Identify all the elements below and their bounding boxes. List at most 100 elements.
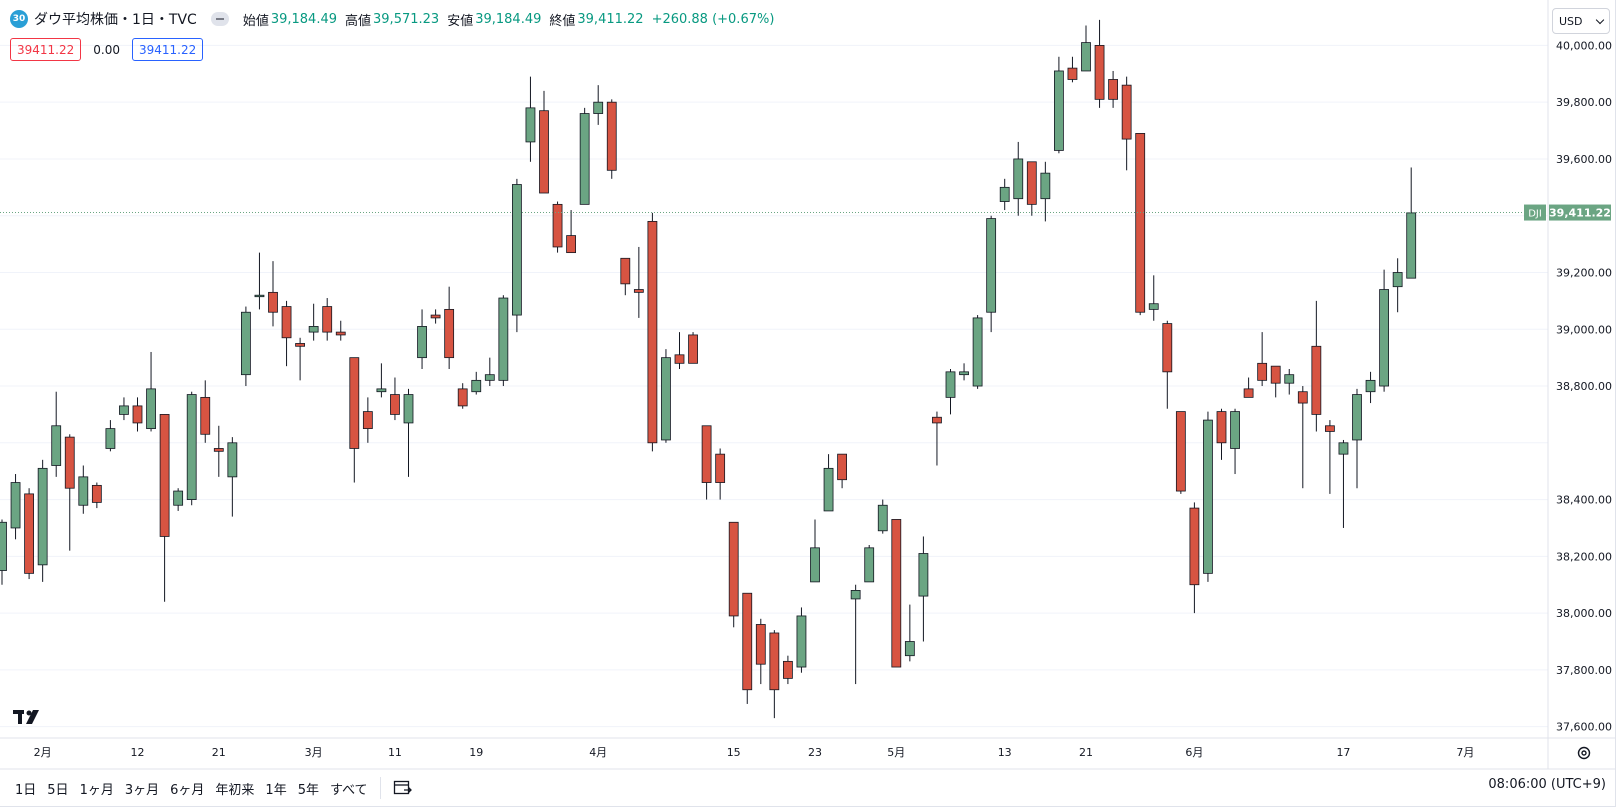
- candle-body: [1135, 133, 1146, 313]
- x-tick-label: 19: [469, 746, 483, 759]
- range-5y-button[interactable]: 5年: [297, 782, 319, 798]
- candle: [119, 397, 129, 421]
- currency-select[interactable]: USD: [1552, 8, 1610, 34]
- candle: [64, 434, 75, 551]
- range-ytd-button[interactable]: 年初来: [215, 782, 255, 798]
- candle: [471, 371, 482, 395]
- candle-body: [37, 467, 48, 566]
- candle: [1067, 56, 1078, 83]
- candle: [633, 246, 644, 318]
- range-6m-button[interactable]: 6ヶ月: [170, 782, 205, 798]
- candle: [1216, 408, 1227, 460]
- candle: [322, 298, 333, 341]
- candle: [512, 178, 522, 333]
- candle: [105, 420, 116, 452]
- range-1y-button[interactable]: 1年: [265, 782, 287, 798]
- symbol-title[interactable]: ダウ平均株価・1日・TVC: [34, 12, 197, 28]
- x-tick-label: 23: [808, 746, 822, 759]
- candle-body: [593, 101, 604, 114]
- tradingview-logo-icon[interactable]: [13, 710, 43, 730]
- clock-readout[interactable]: 08:06:00 (UTC+9): [1488, 777, 1606, 792]
- range-1d-button[interactable]: 1日: [15, 782, 37, 798]
- gear-icon[interactable]: [1573, 742, 1595, 764]
- left-value-box[interactable]: 39411.22: [10, 38, 82, 61]
- x-tick-label: 5月: [887, 746, 905, 759]
- candle-body: [769, 632, 780, 691]
- candle: [1406, 167, 1417, 279]
- candle-body: [1175, 411, 1186, 492]
- candle-body: [999, 186, 1010, 202]
- candle: [186, 391, 197, 506]
- candle: [945, 369, 956, 415]
- candle: [417, 309, 427, 369]
- middle-value: 0.00: [93, 42, 120, 57]
- range-all-button[interactable]: すべて: [329, 782, 368, 798]
- candle-body: [146, 388, 156, 430]
- y-tick-label: 39,200.00: [1556, 266, 1612, 279]
- candle: [877, 499, 888, 534]
- candle: [742, 592, 753, 704]
- candle: [1108, 70, 1118, 108]
- y-tick-label: 40,000.00: [1556, 39, 1612, 52]
- candle-body: [904, 641, 915, 657]
- candle-body: [1203, 419, 1213, 574]
- candle: [796, 607, 807, 673]
- candle-body: [661, 357, 671, 441]
- candle: [349, 357, 360, 483]
- candle-body: [864, 547, 875, 583]
- candle-body: [1284, 374, 1295, 384]
- open-value: 39,184.49: [270, 11, 337, 27]
- candle-body: [850, 590, 861, 600]
- candle-body: [1121, 84, 1132, 140]
- close-value: 39,411.22: [577, 11, 644, 27]
- symbol-legend: 30 ダウ平均株価・1日・TVC 始値 39,184.49 高値 39,571.…: [10, 9, 780, 29]
- candle-body: [512, 184, 522, 316]
- candle: [213, 425, 224, 477]
- last-price-tag: [1549, 204, 1611, 221]
- candle: [1189, 502, 1200, 614]
- change-value: +260.88 (+0.67%): [651, 11, 775, 27]
- candle-body: [362, 411, 373, 430]
- candle: [51, 391, 62, 477]
- range-5d-button[interactable]: 5日: [47, 782, 69, 798]
- candle: [1203, 411, 1213, 582]
- x-tick-label: 21: [212, 746, 226, 759]
- candle: [986, 215, 997, 333]
- candle-body: [417, 326, 427, 359]
- range-3m-button[interactable]: 3ヶ月: [124, 782, 160, 798]
- candle-body: [159, 414, 170, 537]
- symbol-tag-label: DJI: [1528, 209, 1542, 220]
- x-tick-label: 13: [998, 746, 1012, 759]
- candle-body: [674, 354, 685, 364]
- candle-body: [1013, 158, 1024, 200]
- x-tick-label: 2月: [34, 746, 52, 759]
- candle-body: [1338, 442, 1349, 455]
- candle-body: [91, 484, 102, 503]
- candle-body: [647, 220, 658, 444]
- candle-body: [240, 311, 251, 376]
- candle-body: [1054, 70, 1064, 151]
- candle-body: [1067, 67, 1078, 80]
- date-range-icon[interactable]: [391, 777, 415, 799]
- candle: [728, 521, 739, 628]
- candle-body: [877, 504, 888, 532]
- candle-body: [1162, 323, 1173, 373]
- low-label: 安値: [447, 13, 474, 29]
- candle: [850, 584, 861, 685]
- candle: [1230, 408, 1240, 475]
- candle-body: [186, 394, 197, 500]
- candle-body: [1026, 161, 1037, 205]
- candle: [1270, 365, 1281, 398]
- x-tick-label: 3月: [305, 746, 323, 759]
- right-value-box[interactable]: 39411.22: [131, 38, 204, 61]
- range-1m-button[interactable]: 1ヶ月: [79, 782, 114, 798]
- candle: [769, 630, 780, 719]
- candle: [755, 618, 766, 685]
- candle-body: [1094, 45, 1105, 100]
- candle: [783, 655, 793, 685]
- indicator-inputs: 39411.22 0.00 39411.22: [10, 38, 204, 61]
- candle: [1081, 25, 1091, 72]
- hide-legend-button[interactable]: [210, 12, 229, 26]
- candle: [1040, 161, 1051, 222]
